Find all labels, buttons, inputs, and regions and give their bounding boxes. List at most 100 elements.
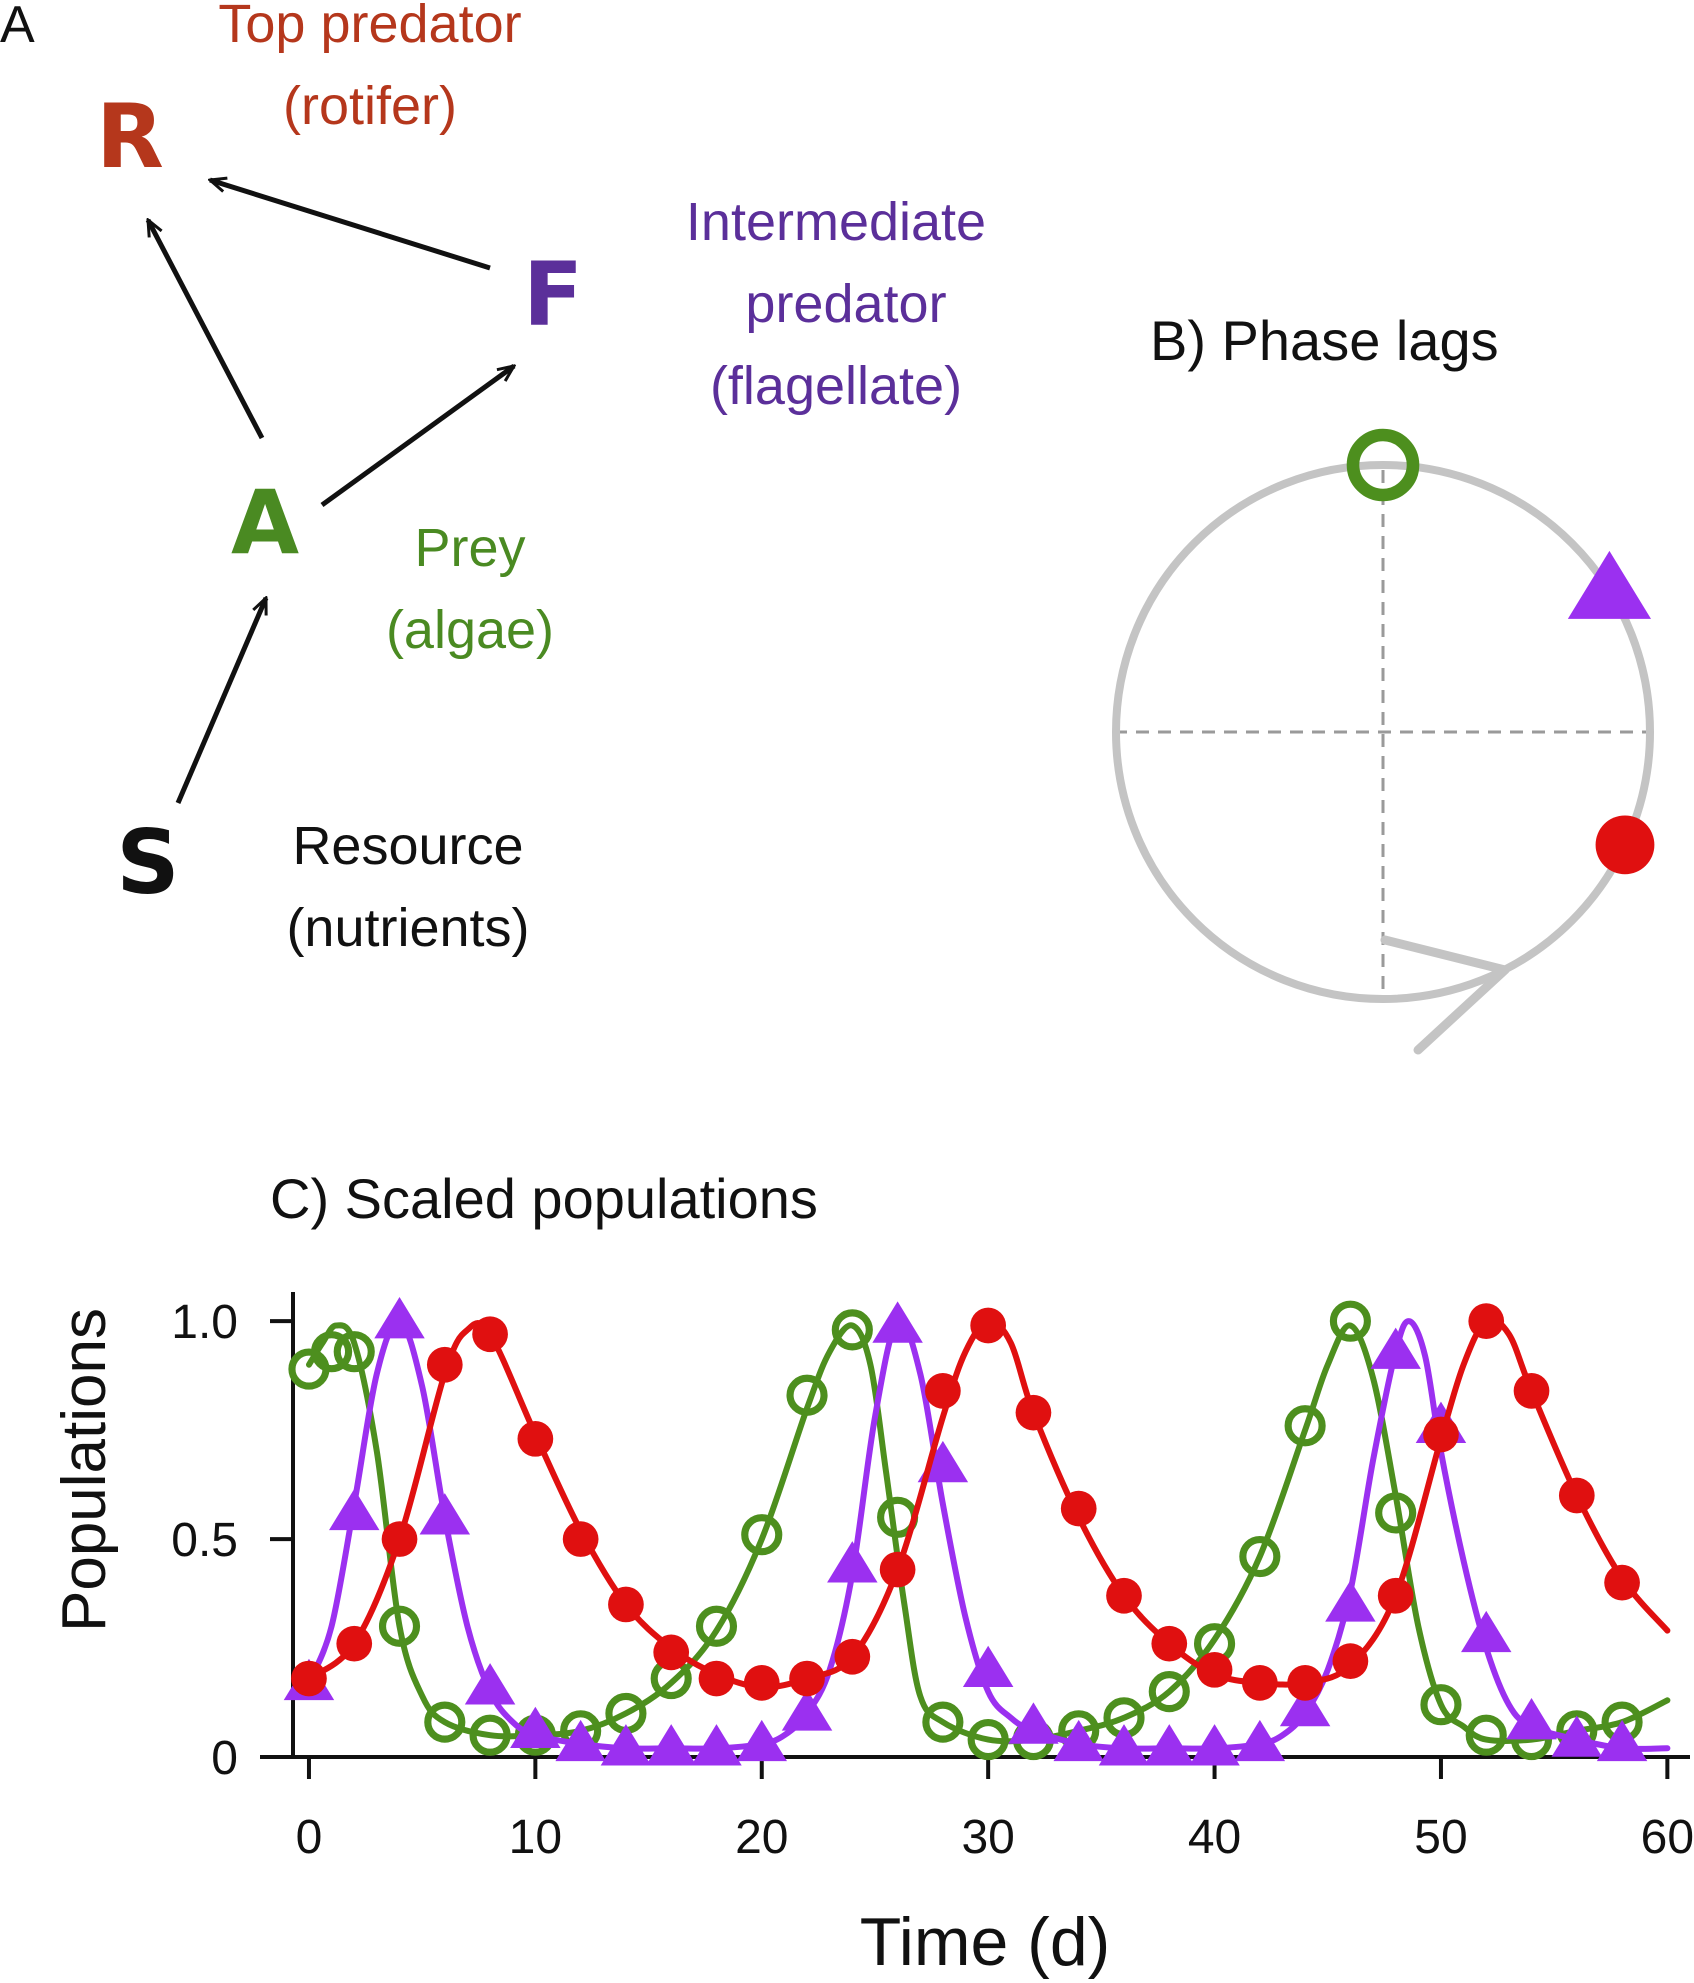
node-r-symbol: R <box>96 85 164 188</box>
data-point-rotifer <box>562 1521 599 1557</box>
data-point-flagellate <box>872 1301 923 1343</box>
data-point-algae <box>1375 1492 1417 1534</box>
data-point-flagellate <box>1144 1724 1195 1766</box>
data-point-algae <box>1420 1684 1462 1726</box>
data-point-flagellate <box>1596 1719 1648 1762</box>
data-point-rotifer <box>1287 1665 1323 1701</box>
data-point-flagellate <box>328 1488 380 1531</box>
data-point-flagellate <box>781 1689 833 1731</box>
node-a-organism: (algae) <box>386 600 554 660</box>
panel-b-title: B) Phase lags <box>1150 309 1499 372</box>
x-tick-label: 30 <box>961 1811 1014 1864</box>
data-point-algae <box>967 1718 1009 1761</box>
data-point-flagellate <box>962 1645 1014 1688</box>
data-point-rotifer <box>1060 1490 1097 1527</box>
data-point-algae <box>1148 1671 1190 1713</box>
phase-cycle-circle <box>1112 461 1654 1003</box>
data-point-rotifer <box>336 1625 373 1662</box>
data-point-algae <box>741 1514 783 1556</box>
data-point-flagellate <box>1460 1610 1512 1653</box>
panel-c: C) Scaled populations Populations Time (… <box>50 1167 1694 1980</box>
data-point-rotifer <box>1241 1665 1278 1701</box>
data-point-flagellate <box>1008 1702 1059 1744</box>
data-point-algae <box>1465 1714 1507 1756</box>
data-point-algae <box>1329 1300 1371 1342</box>
panel-b: B) Phase lags <box>1112 309 1655 1055</box>
data-point-rotifer <box>1151 1625 1188 1662</box>
data-point-flagellate <box>374 1297 425 1339</box>
data-point-flagellate <box>1053 1719 1104 1762</box>
link-a-to-r <box>145 220 265 440</box>
node-a-role: Prey <box>414 518 525 578</box>
series-line-rotifer <box>306 1316 1671 1691</box>
data-point-rotifer <box>426 1346 463 1383</box>
x-tick-label: 10 <box>509 1811 562 1864</box>
node-f-organism: (flagellate) <box>710 356 962 416</box>
node-s-role: Resource <box>292 816 523 876</box>
chart-title: C) Scaled populations <box>270 1167 818 1230</box>
node-r-role: Top predator <box>218 0 521 54</box>
data-point-flagellate <box>1189 1724 1240 1766</box>
data-point-rotifer <box>1106 1577 1142 1614</box>
chart-axes: 0 0.5 1.0 0 10 20 30 40 50 60 <box>171 1292 1694 1864</box>
data-point-flagellate <box>1506 1698 1557 1740</box>
series-rotifer <box>291 1303 1671 1701</box>
data-point-flagellate <box>1234 1719 1286 1762</box>
data-point-rotifer <box>925 1373 961 1409</box>
node-f-symbol: F <box>523 243 583 346</box>
data-point-rotifer <box>879 1551 916 1588</box>
x-tick-label: 0 <box>296 1811 323 1864</box>
panel-a-label: A <box>0 0 35 54</box>
data-point-rotifer <box>743 1665 780 1701</box>
x-tick-label: 60 <box>1641 1811 1694 1864</box>
data-point-rotifer <box>1558 1477 1595 1514</box>
panel-a: A R Top predator (rotifer) F Intermediat… <box>0 0 986 958</box>
phase-marker-flagellate <box>1567 550 1652 619</box>
data-point-rotifer <box>1468 1303 1505 1340</box>
data-point-flagellate <box>827 1541 878 1583</box>
data-point-flagellate <box>1370 1327 1421 1369</box>
data-point-flagellate <box>419 1493 471 1535</box>
node-s-symbol: S <box>116 811 179 914</box>
data-point-rotifer <box>1377 1577 1414 1614</box>
data-point-algae <box>786 1374 828 1416</box>
data-point-algae <box>1284 1405 1326 1447</box>
node-s-organism: (nutrients) <box>286 898 529 958</box>
data-point-rotifer <box>834 1638 871 1675</box>
phase-marker-rotifer <box>1595 815 1655 875</box>
link-a-to-f <box>320 366 514 508</box>
data-point-algae <box>333 1331 375 1373</box>
node-a-symbol: A <box>231 471 299 574</box>
data-point-algae <box>424 1701 466 1743</box>
series-algae <box>288 1300 1671 1761</box>
y-tick-label: 1.0 <box>171 1296 238 1349</box>
data-point-algae <box>311 1331 353 1373</box>
data-point-flagellate <box>1325 1580 1376 1622</box>
data-point-flagellate <box>691 1724 742 1766</box>
node-f-role-line1: Intermediate <box>686 192 986 252</box>
data-point-rotifer <box>653 1634 690 1671</box>
link-s-to-a <box>175 598 269 804</box>
data-point-flagellate <box>645 1724 697 1766</box>
data-point-rotifer <box>789 1660 825 1697</box>
data-point-rotifer <box>381 1521 418 1557</box>
data-point-flagellate <box>1098 1724 1150 1766</box>
data-point-rotifer <box>1332 1643 1369 1679</box>
series-line-algae <box>306 1322 1671 1745</box>
data-point-algae <box>922 1701 964 1743</box>
data-point-algae <box>378 1605 421 1647</box>
x-axis-label: Time (d) <box>860 1904 1111 1980</box>
data-point-rotifer <box>517 1420 554 1457</box>
data-point-flagellate <box>510 1706 561 1749</box>
y-tick-label: 0.5 <box>171 1514 238 1567</box>
x-tick-label: 50 <box>1414 1811 1467 1864</box>
data-point-algae <box>695 1605 738 1647</box>
y-axis-label: Populations <box>50 1308 119 1632</box>
data-point-rotifer <box>472 1316 508 1353</box>
data-point-algae <box>831 1309 873 1351</box>
data-point-flagellate <box>1279 1684 1331 1727</box>
series-line-flagellate <box>306 1317 1671 1752</box>
data-point-flagellate <box>1551 1715 1603 1757</box>
data-point-algae <box>469 1714 511 1756</box>
